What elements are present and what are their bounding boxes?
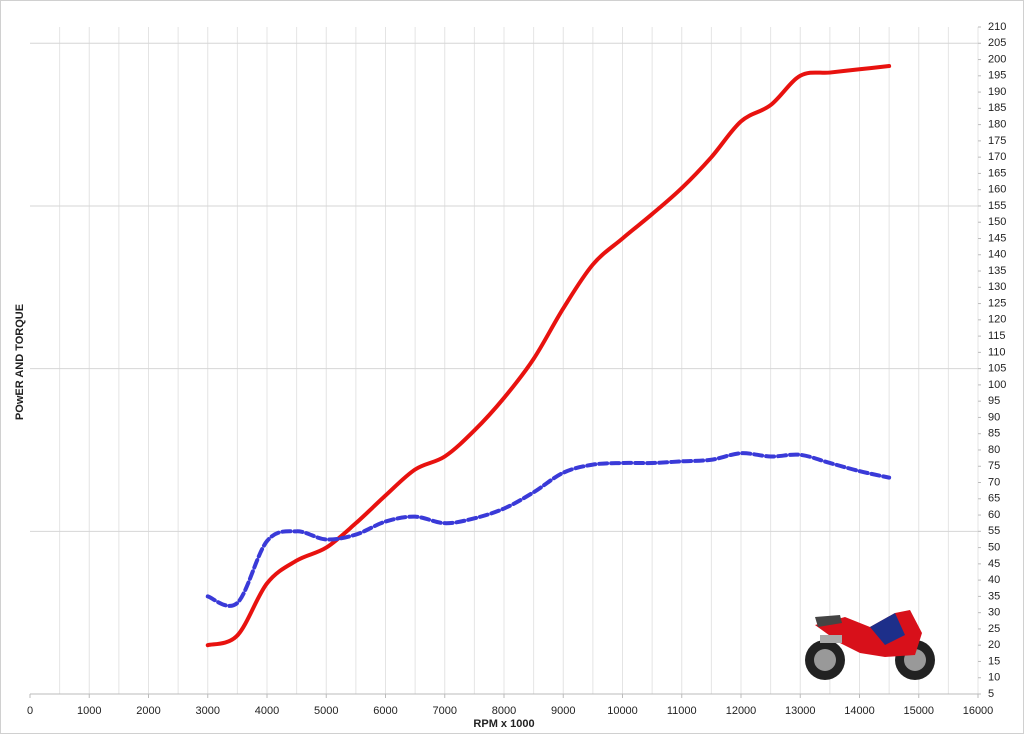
y-tick-label: 75 [988,460,1000,472]
y-tick-label: 115 [988,330,1006,342]
x-tick-label: 6000 [373,705,397,717]
y-tick-label: 125 [988,297,1006,309]
y-tick-label: 180 [988,119,1006,131]
y-tick-label: 15 [988,655,1000,667]
y-tick-label: 90 [988,411,1000,423]
y-tick-label: 100 [988,379,1006,391]
y-tick-label: 85 [988,428,1000,440]
grid: 0 1000 2000 3000 4000 5000 6000 7000 8000 9000 100… [27,21,1006,717]
y-tick-label: 70 [988,476,1000,488]
y-tick-label: 195 [988,70,1006,82]
x-tick-label: 0 [27,705,33,717]
plot [205,64,892,648]
y-tick-label: 35 [988,590,1000,602]
y-axis-title: POwER AND TORQUE [14,304,26,420]
y-tick-label: 175 [988,135,1006,147]
x-tick-label: 9000 [551,705,575,717]
y-tick-label: 145 [988,232,1006,244]
y-tick-label: 30 [988,607,1000,619]
y-tick-label: 40 [988,574,1000,586]
y-tick-label: 95 [988,395,1000,407]
y-tick-label: 190 [988,86,1006,98]
y-tick-label: 80 [988,444,1000,456]
y-tick-label: 155 [988,200,1006,212]
y-tick-label: 5 [988,688,994,700]
x-tick-label: 14000 [844,705,875,717]
y-tick-label: 45 [988,558,1000,570]
y-tick-label: 200 [988,53,1006,65]
x-tick-label: 12000 [726,705,757,717]
x-tick-label: 15000 [903,705,934,717]
x-tick-label: 8000 [492,705,516,717]
x-tick-label: 4000 [255,705,279,717]
x-tick-label: 13000 [785,705,816,717]
y-tick-label: 160 [988,184,1006,196]
x-tick-label: 3000 [196,705,220,717]
y-tick-label: 165 [988,167,1006,179]
motorcycle-image [805,610,935,680]
x-axis-title: RPM x 1000 [473,718,534,730]
y-tick-label: 60 [988,509,1000,521]
y-tick-label: 185 [988,102,1006,114]
series-line [205,64,892,648]
y-tick-label: 20 [988,639,1000,651]
y-tick-label: 135 [988,265,1006,277]
y-tick-label: 205 [988,37,1006,49]
y-tick-label: 210 [988,21,1006,33]
x-tick-label: 16000 [963,705,994,717]
x-tick-label: 5000 [314,705,338,717]
y-tick-label: 50 [988,541,1000,553]
y-tick-label: 130 [988,281,1006,293]
x-tick-label: 1000 [77,705,101,717]
y-tick-label: 110 [988,346,1006,358]
y-tick-label: 10 [988,672,1000,684]
series-line [205,451,892,608]
x-tick-label: 10000 [607,705,638,717]
y-tick-label: 105 [988,363,1006,375]
y-tick-label: 150 [988,216,1006,228]
x-tick-label: 7000 [433,705,457,717]
y-tick-label: 120 [988,314,1006,326]
x-tick-label: 11000 [667,705,697,717]
y-tick-label: 140 [988,249,1006,261]
x-tick-label: 2000 [136,705,160,717]
y-tick-label: 65 [988,493,1000,505]
y-tick-label: 55 [988,525,1000,537]
y-tick-label: 25 [988,623,1000,635]
y-tick-label: 170 [988,151,1006,163]
